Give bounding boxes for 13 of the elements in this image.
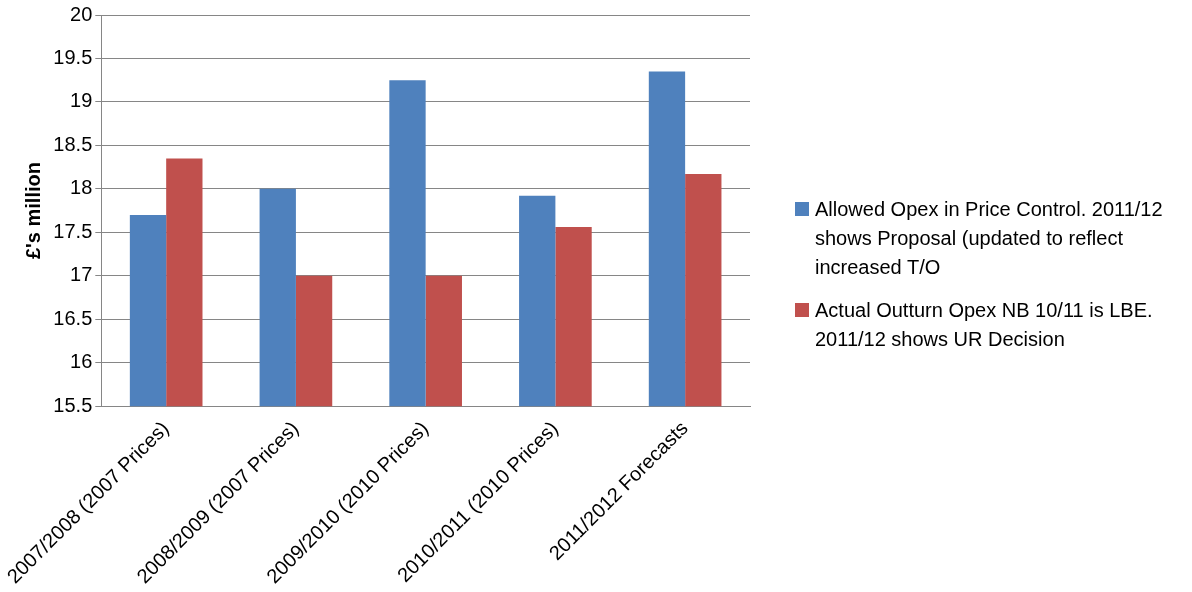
y-tick-label: 20 xyxy=(70,2,93,25)
y-tick-label: 16.5 xyxy=(53,306,93,329)
legend-label: Actual Outturn Opex NB 10/11 is LBE. 2011/12 shows UR Decision xyxy=(815,298,1154,352)
y-axis-title: £'s million xyxy=(21,162,44,260)
y-tick-label: 18.5 xyxy=(53,132,93,155)
legend-label: Allowed Opex in Price Control. 2011/12 shows Proposal (updated to reflect increased T/O xyxy=(815,197,1164,280)
y-tick-label: 17 xyxy=(70,263,93,286)
y-tick-label: 19.5 xyxy=(53,45,93,68)
y-tick-label: 15.5 xyxy=(53,393,93,416)
y-tick-label: 19 xyxy=(70,89,93,112)
y-tick-label: 17.5 xyxy=(53,219,93,242)
y-tick-label: 16 xyxy=(70,350,93,373)
y-tick-label: 18 xyxy=(70,176,93,199)
